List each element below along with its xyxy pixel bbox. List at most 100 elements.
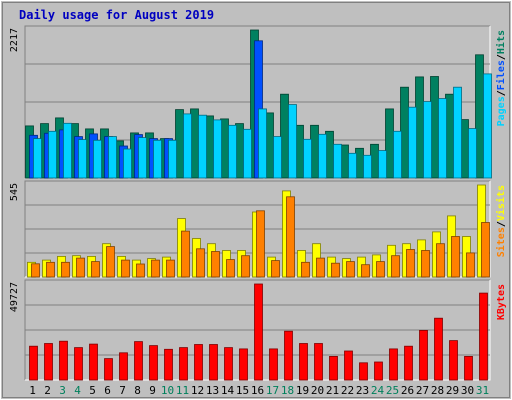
- bar-hits-pages-day-8: [138, 137, 147, 179]
- bar-hits-pages-day-24: [378, 150, 387, 179]
- bar-hits-pages-day-29: [453, 86, 462, 179]
- bar-visits-sites-day-20: [316, 257, 325, 278]
- bar-visits-sites-day-17: [271, 260, 280, 278]
- bar-visits-sites-day-24: [376, 261, 385, 278]
- plot-border-dark-kbytes: [24, 279, 490, 380]
- x-tick-label-day-1: 1: [29, 384, 36, 397]
- bar-visits-sites-day-11: [181, 230, 190, 278]
- bar-kbytes-kbytes-day-25: [389, 348, 398, 381]
- bar-visits-sites-day-8: [136, 263, 145, 278]
- bar-hits-pages-day-20: [318, 133, 327, 179]
- x-tick-label-day-30: 30: [461, 384, 474, 397]
- legend-kbytes: KBytes: [496, 284, 507, 320]
- legend-entry: Pages: [496, 96, 507, 126]
- x-axis-day-labels: 1 2 3 4 5 6 7 8 9 10 11 12 13 14 15 16 17 18 19 20 21 22 23 24 2…: [29, 384, 489, 397]
- bar-kbytes-kbytes-day-21: [329, 355, 338, 381]
- bar-visits-sites-day-31: [481, 222, 490, 278]
- bar-hits-pages-day-17: [273, 136, 282, 179]
- bar-visits-sites-day-27: [421, 250, 430, 278]
- x-tick-label-day-20: 20: [311, 384, 324, 397]
- bar-hits-pages-day-2: [48, 130, 57, 179]
- bar-hits-pages-day-25: [393, 130, 402, 179]
- bar-visits-sites-day-6: [106, 246, 115, 278]
- bar-kbytes-kbytes-day-13: [209, 344, 218, 381]
- bar-kbytes-kbytes-day-17: [269, 348, 278, 381]
- bar-hits-pages-day-31: [483, 73, 492, 179]
- bar-hits-pages-day-26: [408, 106, 417, 179]
- x-tick-label-day-18: 18: [281, 384, 294, 397]
- bar-kbytes-kbytes-day-5: [89, 343, 98, 381]
- bar-visits-sites-day-13: [211, 251, 220, 278]
- x-tick-label-day-25: 25: [386, 384, 399, 397]
- bar-hits-pages-day-27: [423, 101, 432, 179]
- bar-visits-sites-day-2: [46, 261, 55, 278]
- x-tick-label-day-16: 16: [251, 384, 264, 397]
- bar-visits-sites-day-15: [241, 255, 250, 278]
- x-tick-label-day-24: 24: [371, 384, 385, 397]
- bar-kbytes-kbytes-day-26: [404, 345, 413, 381]
- x-tick-label-day-8: 8: [134, 384, 141, 397]
- bar-hits-pages-day-22: [348, 152, 357, 179]
- bar-hits-pages-day-3: [63, 122, 72, 179]
- bar-hits-pages-day-14: [228, 124, 237, 179]
- x-tick-label-day-11: 11: [176, 384, 189, 397]
- x-tick-label-day-23: 23: [356, 384, 369, 397]
- bar-hits-pages-day-13: [213, 119, 222, 179]
- x-tick-label-day-31: 31: [476, 384, 489, 397]
- x-tick-label-day-15: 15: [236, 384, 249, 397]
- legend-entry: KBytes: [496, 284, 507, 320]
- bar-kbytes-kbytes-day-20: [314, 343, 323, 381]
- x-tick-label-day-17: 17: [266, 384, 279, 397]
- bar-visits-sites-day-16: [256, 210, 265, 278]
- x-tick-label-day-4: 4: [74, 384, 81, 397]
- bar-visits-sites-day-5: [91, 261, 100, 278]
- bar-visits-sites-day-10: [166, 259, 175, 278]
- bar-kbytes-kbytes-day-15: [239, 348, 248, 381]
- x-tick-label-day-26: 26: [401, 384, 414, 397]
- bar-kbytes-kbytes-day-8: [134, 341, 143, 381]
- legend-hits: Pages/Files/Hits: [495, 30, 507, 126]
- bar-kbytes-kbytes-day-7: [119, 352, 128, 381]
- bar-hits-pages-day-1: [33, 138, 42, 179]
- bar-visits-sites-day-4: [76, 257, 85, 278]
- x-tick-label-day-19: 19: [296, 384, 309, 397]
- x-tick-label-day-5: 5: [89, 384, 96, 397]
- x-tick-label-day-2: 2: [44, 384, 51, 397]
- x-tick-label-day-27: 27: [416, 384, 429, 397]
- chart-title: Daily usage for August 2019: [19, 8, 214, 22]
- bar-kbytes-kbytes-day-4: [74, 347, 83, 381]
- bar-kbytes-kbytes-day-9: [149, 345, 158, 381]
- x-tick-label-day-28: 28: [431, 384, 444, 397]
- bar-visits-sites-day-1: [31, 263, 40, 278]
- bar-hits-pages-day-28: [438, 98, 447, 179]
- legend-entry: Files: [495, 60, 507, 90]
- bar-visits-sites-day-26: [406, 249, 415, 278]
- bar-hits-pages-day-21: [333, 143, 342, 179]
- x-tick-label-day-29: 29: [446, 384, 459, 397]
- bar-kbytes-kbytes-day-16: [254, 283, 263, 381]
- bar-kbytes-kbytes-day-30: [464, 355, 473, 381]
- bar-visits-sites-day-18: [286, 196, 295, 278]
- legend-entry: Hits: [495, 30, 507, 54]
- bar-visits-sites-day-12: [196, 248, 205, 278]
- bar-hits-pages-day-4: [78, 139, 87, 179]
- y-max-label-kbytes: 49727: [9, 282, 20, 312]
- bar-kbytes-kbytes-day-28: [434, 317, 443, 381]
- bar-kbytes-kbytes-day-6: [104, 358, 113, 381]
- bar-hits-pages-day-18: [288, 104, 297, 179]
- bar-kbytes-kbytes-day-3: [59, 340, 68, 381]
- bar-visits-sites-day-7: [121, 259, 130, 278]
- plot-border-dark-visits: [24, 180, 490, 277]
- bar-visits-sites-day-19: [301, 261, 310, 278]
- bar-kbytes-kbytes-day-10: [164, 348, 173, 381]
- x-tick-label-day-12: 12: [191, 384, 204, 397]
- bar-hits-pages-day-12: [198, 114, 207, 179]
- bar-kbytes-kbytes-day-27: [419, 329, 428, 381]
- bar-kbytes-kbytes-day-18: [284, 330, 293, 381]
- x-tick-label-day-7: 7: [119, 384, 126, 397]
- x-tick-label-day-21: 21: [326, 384, 339, 397]
- bar-hits-pages-day-5: [93, 139, 102, 179]
- legend-entry: Visits: [495, 185, 507, 221]
